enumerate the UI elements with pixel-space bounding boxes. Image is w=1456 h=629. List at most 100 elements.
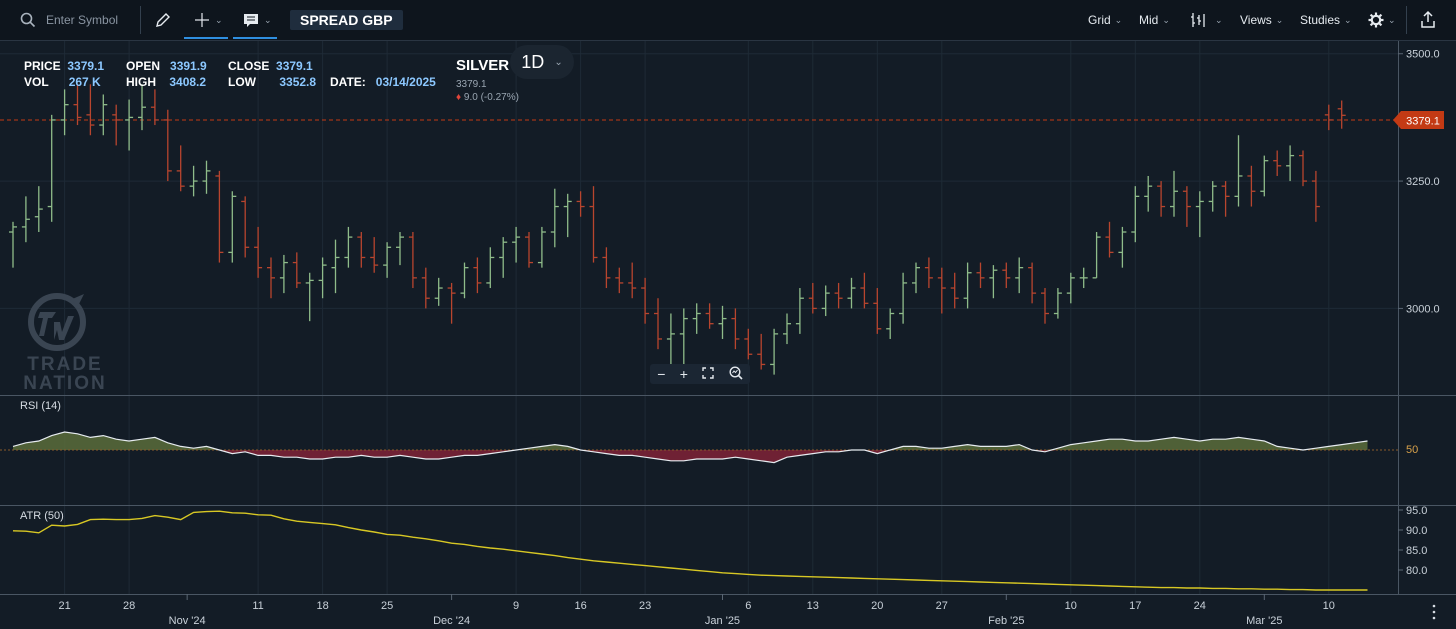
ohlc-bar xyxy=(254,226,263,278)
ohlc-bar xyxy=(770,328,779,375)
x-tick-label: 11 xyxy=(252,600,263,612)
search-input[interactable] xyxy=(44,12,138,28)
annotation-button[interactable]: ⌄ xyxy=(242,0,272,40)
info-open: OPEN 3391.9 xyxy=(126,59,207,73)
ohlc-bar xyxy=(1234,135,1243,207)
ohlc-bar xyxy=(228,191,237,263)
ohlc-bar xyxy=(138,84,146,131)
instrument-button[interactable]: SPREAD GBP xyxy=(290,10,403,30)
ohlc-bar xyxy=(525,232,533,268)
atr-tick-label: 95.0 xyxy=(1406,505,1427,517)
ohlc-bar xyxy=(396,232,404,266)
ohlc-bar xyxy=(1337,100,1346,129)
ohlc-bar xyxy=(421,267,430,309)
info-close: CLOSE 3379.1 xyxy=(228,59,313,73)
mid-menu[interactable]: Mid ⌄ xyxy=(1139,0,1170,40)
ohlc-bar xyxy=(150,89,159,126)
month-label: Feb '25 xyxy=(988,615,1024,627)
zoom-out-button[interactable]: − xyxy=(657,366,666,382)
rsi-label: RSI (14) xyxy=(20,400,61,412)
ohlc-bar xyxy=(344,226,353,268)
symbol-change: 9.0 (-0.27%) xyxy=(463,92,519,103)
x-tick-label: 6 xyxy=(745,600,751,612)
ohlc-bar xyxy=(795,288,804,334)
ohlc-bar xyxy=(1079,267,1088,289)
trade-nation-logo: TRADE NATION xyxy=(22,292,108,394)
x-tick-label: 24 xyxy=(1194,600,1206,612)
ohlc-bar xyxy=(189,165,198,197)
ohlc-bar xyxy=(1260,155,1269,197)
zoom-reset-icon[interactable] xyxy=(729,365,743,383)
axes: 21 28 11 18 25 9 16 23 6 13 20 27 10 17 24 10 Nov '24 Dec… xyxy=(58,49,1439,627)
ohlc-bar xyxy=(176,145,185,192)
ohlc-bar xyxy=(9,221,17,268)
ohlc-bar xyxy=(279,254,288,294)
ohlc-bar xyxy=(125,99,134,151)
ohlc-bar xyxy=(1195,191,1204,238)
chart-grid xyxy=(0,41,1398,594)
ohlc-bar xyxy=(821,285,830,317)
ohlc-bar xyxy=(615,267,624,294)
export-button[interactable] xyxy=(1418,0,1438,40)
chevron-down-icon: ⌄ xyxy=(1388,14,1396,25)
grid-label: Grid xyxy=(1088,13,1111,27)
x-tick-label: 18 xyxy=(316,600,328,612)
ohlc-bar xyxy=(512,226,521,263)
ohlc-bar xyxy=(1092,232,1101,279)
ohlc-bar xyxy=(1053,288,1062,319)
crosshair-icon xyxy=(195,13,209,27)
ohlc-bar xyxy=(692,303,701,334)
info-high: HIGH 3408.2 xyxy=(126,75,207,89)
ohlc-bar xyxy=(292,252,301,289)
divider-2 xyxy=(1406,6,1407,34)
ohlc-bar xyxy=(1182,186,1191,227)
timeframe-selector[interactable]: 1D ⌄ xyxy=(510,45,574,79)
ohlc-bar xyxy=(1247,165,1256,207)
ohlc-bar xyxy=(537,226,546,268)
rsi-fill-above xyxy=(13,432,1368,450)
ohlc-bar xyxy=(1299,150,1307,187)
chevron-down-icon: ⌄ xyxy=(554,56,563,68)
ohlc-bar xyxy=(1144,175,1153,212)
rsi-level-label: 50 xyxy=(1406,444,1418,456)
last-price-label: 3379.1 xyxy=(1406,116,1440,128)
ohlc-bar xyxy=(705,303,714,329)
x-tick-label: 10 xyxy=(1323,600,1335,612)
atr-tick-label: 85.0 xyxy=(1406,545,1427,557)
month-label: Nov '24 xyxy=(169,615,206,627)
ohlc-bar xyxy=(60,89,69,136)
ohlc-bar xyxy=(383,242,392,278)
chart-canvas[interactable]: 21 28 11 18 25 9 16 23 6 13 20 27 10 17 24 10 Nov '24 Dec… xyxy=(0,41,1456,629)
zoom-in-button[interactable]: + xyxy=(679,366,688,382)
ohlc-bar xyxy=(963,262,972,309)
search-icon xyxy=(20,12,36,28)
draw-button[interactable] xyxy=(154,0,172,40)
x-tick-label: 10 xyxy=(1065,600,1077,612)
fit-screen-icon[interactable] xyxy=(702,366,715,382)
ohlc-bar xyxy=(950,272,959,309)
chevron-down-icon: ⌄ xyxy=(1275,14,1284,25)
grid-menu[interactable]: Grid ⌄ xyxy=(1088,0,1122,40)
search-box[interactable] xyxy=(20,0,138,40)
down-arrow-icon: ♦ xyxy=(456,92,462,103)
crosshair-button[interactable]: ⌄ xyxy=(193,0,223,40)
views-menu[interactable]: Views ⌄ xyxy=(1240,0,1283,40)
ohlc-bar xyxy=(589,186,598,263)
panel-dividers xyxy=(0,41,1456,595)
ohlc-bar xyxy=(1324,104,1333,131)
x-tick-label: 27 xyxy=(936,600,948,612)
more-options-icon[interactable] xyxy=(1432,604,1436,620)
ohlc-bar xyxy=(408,232,417,289)
ohlc-bar xyxy=(1221,181,1230,217)
ohlc-bar xyxy=(563,193,572,238)
ohlc-bar xyxy=(834,282,843,309)
month-label: Mar '25 xyxy=(1246,615,1282,627)
ohlc-bar xyxy=(641,277,650,324)
studies-menu[interactable]: Studies ⌄ xyxy=(1300,0,1352,40)
settings-button[interactable]: ⌄ xyxy=(1368,0,1396,40)
last-price-tag: 3379.1 xyxy=(1393,111,1444,129)
toolbar: ⌄ ⌄ SPREAD GBP Grid⌄ Mid⌄ ⌄ Views⌄ Studi… xyxy=(0,0,1456,41)
symbol-change-row: ♦ 9.0 (-0.27%) xyxy=(456,92,519,103)
rsi-fill-below xyxy=(13,450,1368,463)
chart-type-menu[interactable]: ⌄ xyxy=(1189,0,1223,40)
